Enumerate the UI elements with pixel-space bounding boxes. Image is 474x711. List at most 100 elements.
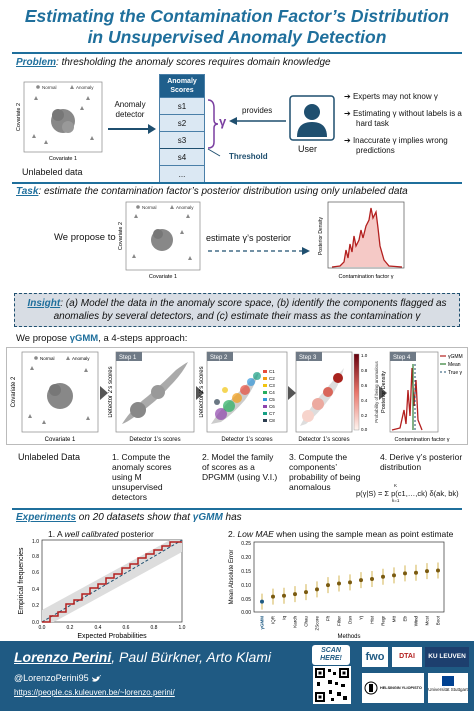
scores-header: Anomaly Scores (160, 75, 204, 97)
approach-scatter: Normal Anomaly Covariate 1 Covariate 2 (11, 351, 99, 443)
method-label: Mtt (392, 615, 397, 622)
method-label: γGMM (260, 616, 265, 630)
bullet-item: ➔ Inaccurate γ implies wrong predictions (344, 136, 448, 155)
user-label: User (298, 144, 318, 154)
post-x-label: Contamination factor γ (394, 437, 449, 443)
method-label: Boot (436, 615, 441, 625)
method-label: Iq (282, 616, 287, 620)
method-label: Fft (326, 615, 331, 621)
posterior-formula: p(γ|S) = Σ p(c1,…,ck) δ(ak, bk) (356, 489, 459, 498)
component-label: C5 (269, 397, 275, 402)
method-name: γGMM (69, 333, 99, 344)
threshold-label: Threshold (229, 152, 268, 161)
kuleuven-logo: KU LEUVEN (425, 647, 469, 667)
method-label: Karch (293, 616, 298, 628)
colorbar-tick: 0.0 (361, 427, 368, 432)
y-tick: 0.6 (32, 570, 39, 576)
stuttgart-logo: Universität Stuttgart (428, 673, 468, 703)
colorbar-tick: 0.2 (361, 413, 368, 418)
mae-point (436, 568, 440, 573)
y-tick: 0.4 (32, 587, 39, 593)
legend-anomaly: Anomaly (76, 85, 94, 90)
y-axis-label: Mean Absolute Error (229, 550, 235, 605)
mae-point (271, 594, 275, 599)
dashed-arrow (208, 247, 310, 255)
y-tick: 0.10 (241, 583, 251, 589)
x-axis-label: Covariate 1 (149, 274, 177, 280)
mae-chart: 0.25 0.20 0.15 0.10 0.05 0.00 γGMM IQR Iq K… (229, 541, 445, 640)
y-tick: 0.25 (241, 541, 251, 547)
step1-plot: Step 1 Detector 1’s scores Detector 2’s … (108, 351, 195, 443)
arrow-provides (229, 117, 286, 125)
legend-normal: Normal (142, 205, 157, 210)
step4-legend: γGMM (448, 354, 463, 360)
x-tick: 0.8 (151, 625, 158, 631)
step-arrow (100, 386, 108, 400)
provides-label: provides (242, 106, 273, 115)
posterior-x-label: Contamination factor γ (338, 274, 393, 280)
mae-point (392, 573, 396, 578)
problem-scatter: Normal Anomaly Covariate 1 Covariate 2 (16, 81, 103, 162)
y-tick: 1.0 (32, 539, 39, 545)
divider (12, 508, 462, 510)
problem-keyword: Problem (16, 57, 57, 68)
mae-point (315, 587, 319, 592)
step4-legend: Mean (448, 362, 461, 368)
method-label: Regr (381, 616, 386, 626)
twitter-icon (92, 675, 102, 682)
x-tick: 0.2 (67, 625, 74, 631)
score-cell: s2 (160, 114, 204, 131)
step4-legend: True γ (448, 370, 462, 376)
mae-point (348, 580, 352, 585)
colorbar-tick: 0.8 (361, 368, 368, 373)
title-line-2: in Unsupervised Anomaly Detection (87, 27, 387, 47)
x-axis-label: Covariate 1 (45, 437, 76, 443)
task-heading: Task: estimate the contamination factor’… (16, 186, 466, 197)
y-tick: 0.8 (32, 554, 39, 560)
fwo-logo: fwo (362, 647, 388, 667)
mae-point (282, 593, 286, 598)
approach-intro: We propose γGMM, a 4-steps approach: (16, 333, 188, 344)
problem-points (32, 96, 94, 144)
method-label: ZScore (315, 616, 320, 631)
y-axis-label: Covariate 2 (11, 376, 17, 407)
det-x-label: Detector 1’s scores (129, 437, 180, 443)
mae-point (326, 583, 330, 588)
twitter-handle[interactable]: @LorenzoPerini95 (14, 673, 102, 683)
caption-step4: 4. Derive γ’s posterior distribution (380, 452, 463, 472)
posterior-y-label: Posterior Density (318, 216, 324, 255)
colorbar-tick: 0.4 (361, 398, 368, 403)
y-tick: 0.05 (241, 597, 251, 603)
det-y-label: Detector 2’s scores (199, 366, 205, 417)
unlabeled-caption: Unlabeled data (22, 167, 83, 177)
title-line-1: Estimating the Contamination Factor’s Di… (24, 6, 450, 26)
y-axis-label: Covariate 2 (16, 103, 22, 131)
method-label: IQR (271, 615, 276, 624)
bullet-item: ➔ Estimating γ without labels is a hard … (344, 109, 462, 128)
y-tick: 0.00 (241, 610, 251, 616)
plot1-title: 1. A well calibrated posterior (48, 529, 154, 539)
colorbar-tick: 1.0 (361, 353, 368, 358)
component-label: C4 (269, 390, 275, 395)
mae-point (370, 576, 374, 581)
caption-step2: 2. Model the family of scores as a DPGMM… (202, 452, 278, 482)
component-label: C1 (269, 369, 275, 374)
legend-anomaly: Anomaly (176, 205, 194, 210)
authors: Lorenzo Perini, Paul Bürkner, Arto Klami (14, 649, 272, 665)
poster-title: Estimating the Contamination Factor’s Di… (0, 6, 474, 48)
component-label: C2 (269, 376, 275, 381)
step2-plot: Step 2 C1 C2 C3 C4 C5 C6 C7 C8 Detector … (199, 351, 288, 443)
mae-point (293, 592, 297, 597)
step3-plot: Step 3 1.0 0.8 0.6 0.4 0.2 0.0 Probabili… (295, 351, 379, 443)
y-axis-label: Covariate 2 (118, 222, 124, 250)
qr-code[interactable] (313, 666, 351, 704)
gamma-bracket (207, 99, 221, 157)
x-tick: 0.4 (95, 625, 102, 631)
method-label: Filter (337, 615, 342, 626)
x-tick: 0.0 (39, 625, 46, 631)
homepage-link[interactable]: https://people.cs.kuleuven.be/~lorenzo.p… (14, 688, 175, 697)
mae-points (260, 562, 440, 610)
component-label: C8 (269, 418, 275, 423)
x-axis-label: Expected Probabilities (77, 633, 147, 640)
caption-step1: 1. Compute the anomaly scores using M un… (112, 452, 172, 502)
